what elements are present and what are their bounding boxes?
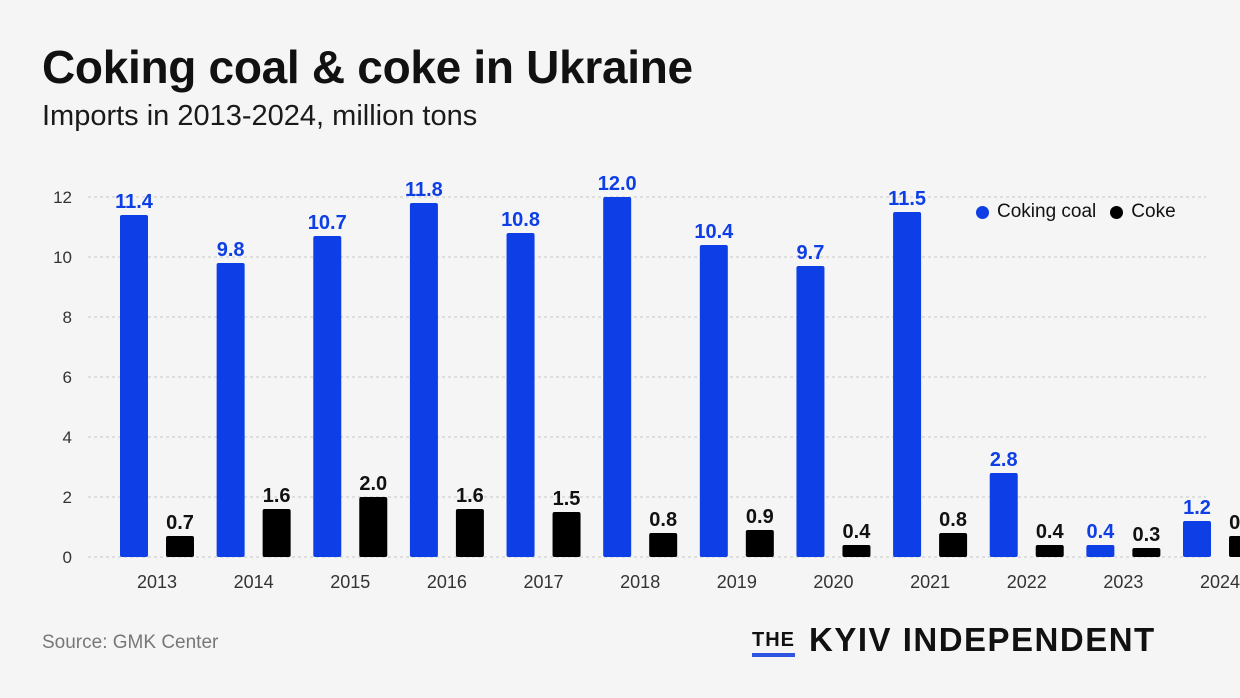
coke-bar <box>1035 545 1064 557</box>
x-tick-label: 2017 <box>524 572 564 592</box>
legend-item-coking-coal: Coking coal <box>976 201 1096 223</box>
coke-bar <box>1229 536 1240 557</box>
y-tick-label: 0 <box>63 548 72 567</box>
coking-coal-bar <box>120 215 148 557</box>
legend-label-coking-coal: Coking coal <box>997 201 1097 222</box>
coke-data-label: 1.5 <box>553 488 581 510</box>
x-tick-label: 2015 <box>330 572 370 592</box>
coke-data-label: 0.4 <box>843 521 872 543</box>
coking-coal-data-label: 9.8 <box>217 239 245 261</box>
legend-label-coke: Coke <box>1131 201 1176 222</box>
x-tick-label: 2024 <box>1200 572 1240 592</box>
coke-bar <box>552 512 581 557</box>
x-tick-label: 2022 <box>1007 572 1047 592</box>
logo-name: KYIV INDEPENDENT <box>809 621 1156 658</box>
source-note: Source: GMK Center <box>42 632 219 653</box>
x-tick-label: 2013 <box>137 572 177 592</box>
coking-coal-data-label: 9.7 <box>797 242 825 264</box>
x-tick-label: 2023 <box>1103 572 1143 592</box>
x-tick-label: 2018 <box>620 572 660 592</box>
y-tick-label: 8 <box>63 308 72 327</box>
coking-coal-data-label: 1.2 <box>1183 497 1211 519</box>
coke-data-label: 0.8 <box>939 509 967 531</box>
coke-data-label: 0.8 <box>649 509 677 531</box>
coking-coal-data-label: 10.4 <box>694 221 734 243</box>
chart-title: Coking coal & coke in Ukraine <box>42 41 693 93</box>
coking-coal-bar <box>699 245 728 557</box>
coke-data-label: 0.9 <box>746 506 774 528</box>
x-tick-label: 2021 <box>910 572 950 592</box>
coking-coal-bar <box>796 266 825 557</box>
coke-bar <box>1132 548 1161 557</box>
legend: Coking coal Coke <box>976 201 1176 223</box>
coking-coal-data-label: 12.0 <box>598 173 637 195</box>
coke-bar <box>262 509 291 557</box>
coke-bar <box>939 533 968 557</box>
coke-bar <box>745 530 774 557</box>
coke-bar <box>649 533 678 557</box>
coking-coal-bar <box>313 236 342 557</box>
coke-data-label: 0.7 <box>166 512 194 534</box>
y-tick-label: 12 <box>53 188 72 207</box>
coke-data-label: 0.3 <box>1132 524 1160 546</box>
coking-coal-bar <box>1183 521 1211 557</box>
coking-coal-bar <box>216 263 245 557</box>
coking-coal-bar <box>603 197 632 557</box>
coke-bar <box>166 536 194 557</box>
chart-subtitle: Imports in 2013-2024, million tons <box>42 100 478 132</box>
y-tick-label: 4 <box>63 428 72 447</box>
x-tick-label: 2014 <box>234 572 274 592</box>
coking-coal-bar <box>409 203 438 557</box>
coke-bar <box>842 545 871 557</box>
coke-data-label: 0.7 <box>1229 512 1240 534</box>
coking-coal-bar <box>1086 545 1115 557</box>
coking-coal-data-label: 2.8 <box>990 449 1018 471</box>
coke-bar <box>359 497 388 557</box>
coking-coal-data-label: 0.4 <box>1086 521 1115 543</box>
coking-coal-data-label: 11.8 <box>405 179 443 201</box>
x-tick-label: 2016 <box>427 572 467 592</box>
coke-swatch <box>1110 205 1124 219</box>
coking-coal-bar <box>506 233 535 557</box>
legend-item-coke: Coke <box>1110 201 1176 223</box>
logo-the: THE <box>752 629 795 657</box>
coking-coal-data-label: 10.7 <box>308 212 347 234</box>
coke-data-label: 1.6 <box>263 485 291 507</box>
coking-coal-swatch <box>976 205 989 219</box>
coke-data-label: 0.4 <box>1036 521 1065 543</box>
x-tick-label: 2020 <box>813 572 853 592</box>
y-tick-label: 2 <box>63 488 72 507</box>
coking-coal-data-label: 11.4 <box>115 191 154 213</box>
x-tick-label: 2019 <box>717 572 757 592</box>
coking-coal-data-label: 10.8 <box>501 209 540 231</box>
y-tick-label: 6 <box>63 368 72 387</box>
y-tick-label: 10 <box>53 248 72 267</box>
coke-data-label: 2.0 <box>359 473 387 495</box>
coking-coal-bar <box>893 212 922 557</box>
coke-bar <box>455 509 484 557</box>
kyiv-independent-logo: THE KYIV INDEPENDENT <box>752 623 1156 657</box>
coking-coal-data-label: 11.5 <box>888 188 926 210</box>
coking-coal-bar <box>989 473 1018 557</box>
coke-data-label: 1.6 <box>456 485 484 507</box>
